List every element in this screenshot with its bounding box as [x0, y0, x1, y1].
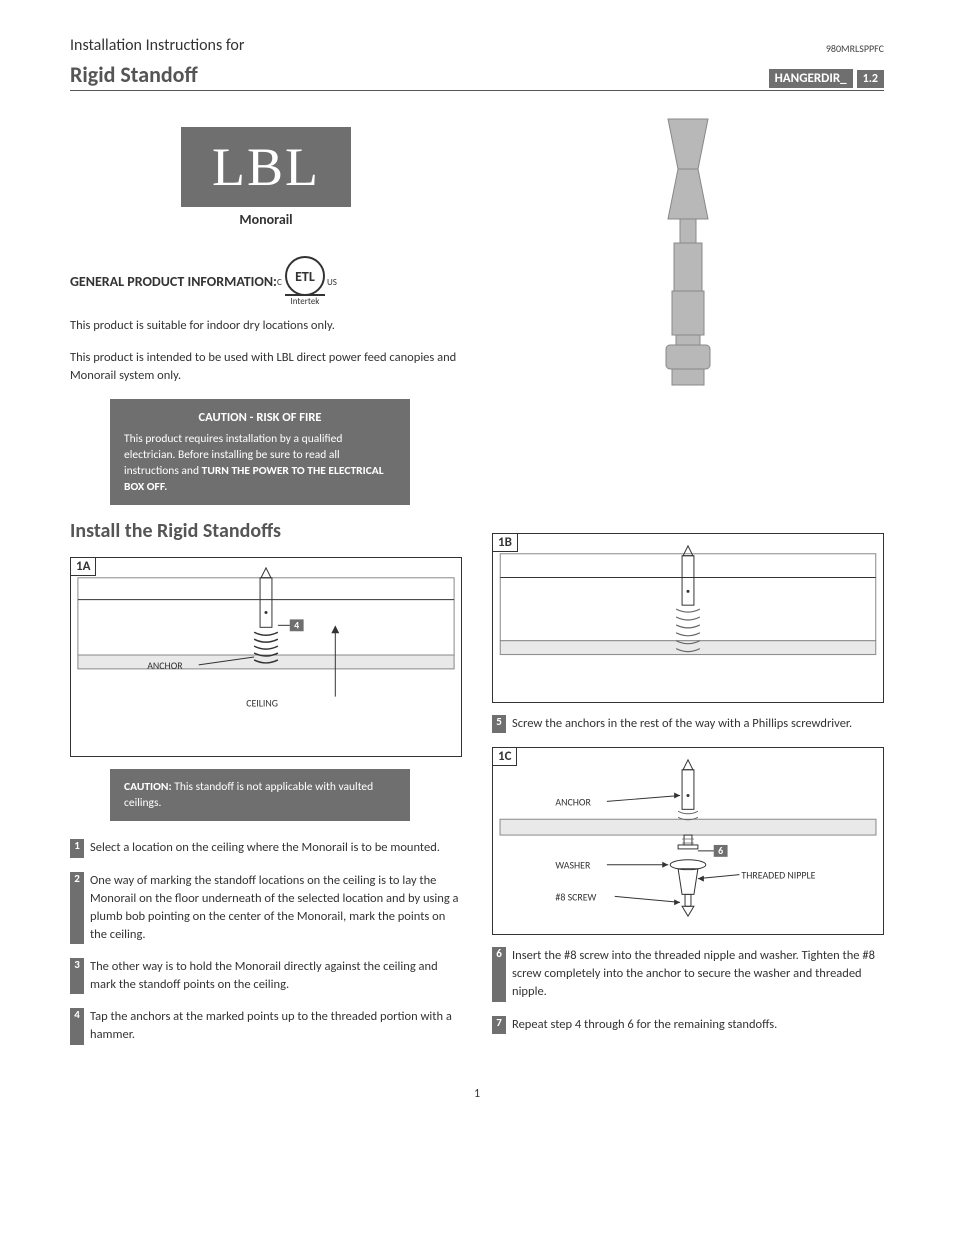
code-main-badge: HANGERDIR_ [769, 69, 853, 88]
figure-1c: 1C [492, 747, 884, 935]
figure-1a-label: 1A [70, 557, 96, 576]
gpi-heading: GENERAL PRODUCT INFORMATION: [70, 273, 277, 290]
figure-1a: 1A [70, 557, 462, 757]
etl-mark-icon: ETL Intertek [285, 256, 325, 307]
step-5: 5 Screw the anchors in the rest of the wa… [492, 715, 884, 733]
anchor-top-icon [678, 760, 698, 820]
step-7: 7 Repeat step 4 through 6 for the remaini… [492, 1016, 884, 1034]
figure-1b: 1B [492, 533, 884, 703]
gpi-p2: This product is intended to be used with… [70, 349, 462, 385]
fig1c-nipple-label: THREADED NIPPLE [741, 870, 815, 882]
standoff-diagram [492, 109, 884, 399]
fig1c-anchor-label: ANCHOR [555, 797, 591, 809]
etl-brand: Intertek [290, 296, 319, 307]
step-5-list: 5 Screw the anchors in the rest of the wa… [492, 715, 884, 733]
fig1c-screw-label: #8 SCREW [555, 891, 596, 903]
code-version-badge: 1.2 [857, 70, 884, 88]
fig1a-anchor-label: ANCHOR [147, 660, 183, 672]
brand-logo: LBL [181, 127, 351, 207]
step-text: Tap the anchors at the marked points up … [90, 1008, 462, 1044]
fig1a-ceiling-label: CEILING [246, 698, 278, 710]
etl-circle: ETL [285, 256, 325, 296]
install-heading: Install the Rigid Standoffs [70, 519, 462, 543]
step-badge: 1 [70, 839, 84, 857]
brand-subtitle: Monorail [70, 211, 462, 228]
caution-title: CAUTION - RISK OF FIRE [124, 409, 396, 427]
steps-right: 6Insert the #8 screw into the threaded n… [492, 947, 884, 1034]
step-badge: 5 [492, 715, 506, 733]
step-badge: 3 [70, 958, 84, 994]
figure-1c-svg: 6 ANCHOR WASHER #8 SCREW THREADED NIPPLE [493, 748, 883, 934]
step-text: One way of marking the standoff location… [90, 872, 462, 945]
fig1c-washer-label: WASHER [555, 860, 591, 872]
pre-title: Installation Instructions for [70, 36, 244, 55]
step-text: The other way is to hold the Monorail di… [90, 958, 462, 994]
step-badge: 2 [70, 872, 84, 945]
page-number: 1 [70, 1087, 884, 1101]
step-badge: 6 [492, 947, 506, 1001]
step-badge: 7 [492, 1016, 506, 1034]
figure-1b-svg [493, 534, 883, 702]
caution-fire-box: CAUTION - RISK OF FIRE This product requ… [110, 399, 410, 505]
step-badge: 4 [70, 1008, 84, 1044]
figure-1b-label: 1B [492, 533, 518, 552]
step-6: 6Insert the #8 screw into the threaded n… [492, 947, 884, 1001]
step-text: Screw the anchors in the rest of the way… [512, 715, 884, 733]
figure-1a-svg: 4 ANCHOR CEILING [71, 558, 461, 756]
page-title: Rigid Standoff [70, 61, 198, 88]
steps-left: 1 Select a location on the ceiling where … [70, 839, 462, 1044]
caution-vault-bold: CAUTION: [124, 780, 172, 794]
figure-1c-label: 1C [492, 747, 517, 766]
step-text: Select a location on the ceiling where t… [90, 839, 462, 857]
step-text: Repeat step 4 through 6 for the remainin… [512, 1016, 884, 1034]
step-2: 2One way of marking the standoff locatio… [70, 872, 462, 945]
caution-vault: CAUTION: This standoff is not applicable… [110, 769, 410, 821]
step-4: 4Tap the anchors at the marked points up… [70, 1008, 462, 1044]
code-badges: HANGERDIR_ 1.2 [769, 69, 884, 88]
fig1c-callout: 6 [718, 845, 723, 857]
doc-number: 980MRLSPPFC [826, 42, 884, 55]
step-3: 3The other way is to hold the Monorail d… [70, 958, 462, 994]
step-text: Insert the #8 screw into the threaded ni… [512, 947, 884, 1001]
step-1: 1 Select a location on the ceiling where … [70, 839, 462, 857]
gpi-p1: This product is suitable for indoor dry … [70, 317, 462, 335]
fig1a-callout: 4 [294, 620, 299, 632]
